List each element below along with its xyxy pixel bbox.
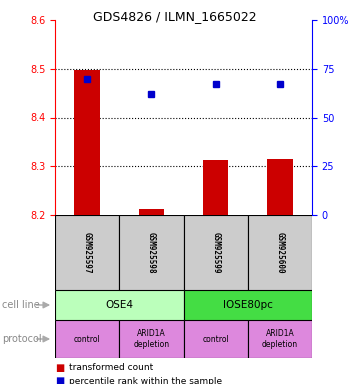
Text: ■: ■: [55, 376, 64, 384]
Bar: [139, 209, 164, 215]
Bar: [183, 215, 248, 290]
Text: IOSE80pc: IOSE80pc: [223, 300, 273, 310]
Bar: [119, 320, 183, 358]
Bar: [248, 320, 312, 358]
Text: protocol: protocol: [2, 334, 42, 344]
Text: transformed count: transformed count: [69, 364, 153, 372]
Bar: [183, 290, 312, 320]
Bar: [248, 215, 312, 290]
Text: GSM925599: GSM925599: [211, 232, 220, 273]
Text: control: control: [202, 334, 229, 344]
Text: GDS4826 / ILMN_1665022: GDS4826 / ILMN_1665022: [93, 10, 257, 23]
Bar: [183, 320, 248, 358]
Text: control: control: [74, 334, 100, 344]
Text: GSM925600: GSM925600: [275, 232, 284, 273]
Text: OSE4: OSE4: [105, 300, 133, 310]
Text: cell line: cell line: [2, 300, 40, 310]
Bar: [55, 215, 119, 290]
Text: ARID1A
depletion: ARID1A depletion: [262, 329, 298, 349]
Bar: [74, 70, 100, 215]
Bar: [55, 320, 119, 358]
Bar: [119, 215, 183, 290]
Text: ARID1A
depletion: ARID1A depletion: [133, 329, 169, 349]
Bar: [267, 159, 293, 215]
Text: GSM925598: GSM925598: [147, 232, 156, 273]
Bar: [203, 160, 229, 215]
Text: ■: ■: [55, 363, 64, 373]
Text: percentile rank within the sample: percentile rank within the sample: [69, 376, 222, 384]
Bar: [55, 290, 183, 320]
Text: GSM925597: GSM925597: [83, 232, 92, 273]
